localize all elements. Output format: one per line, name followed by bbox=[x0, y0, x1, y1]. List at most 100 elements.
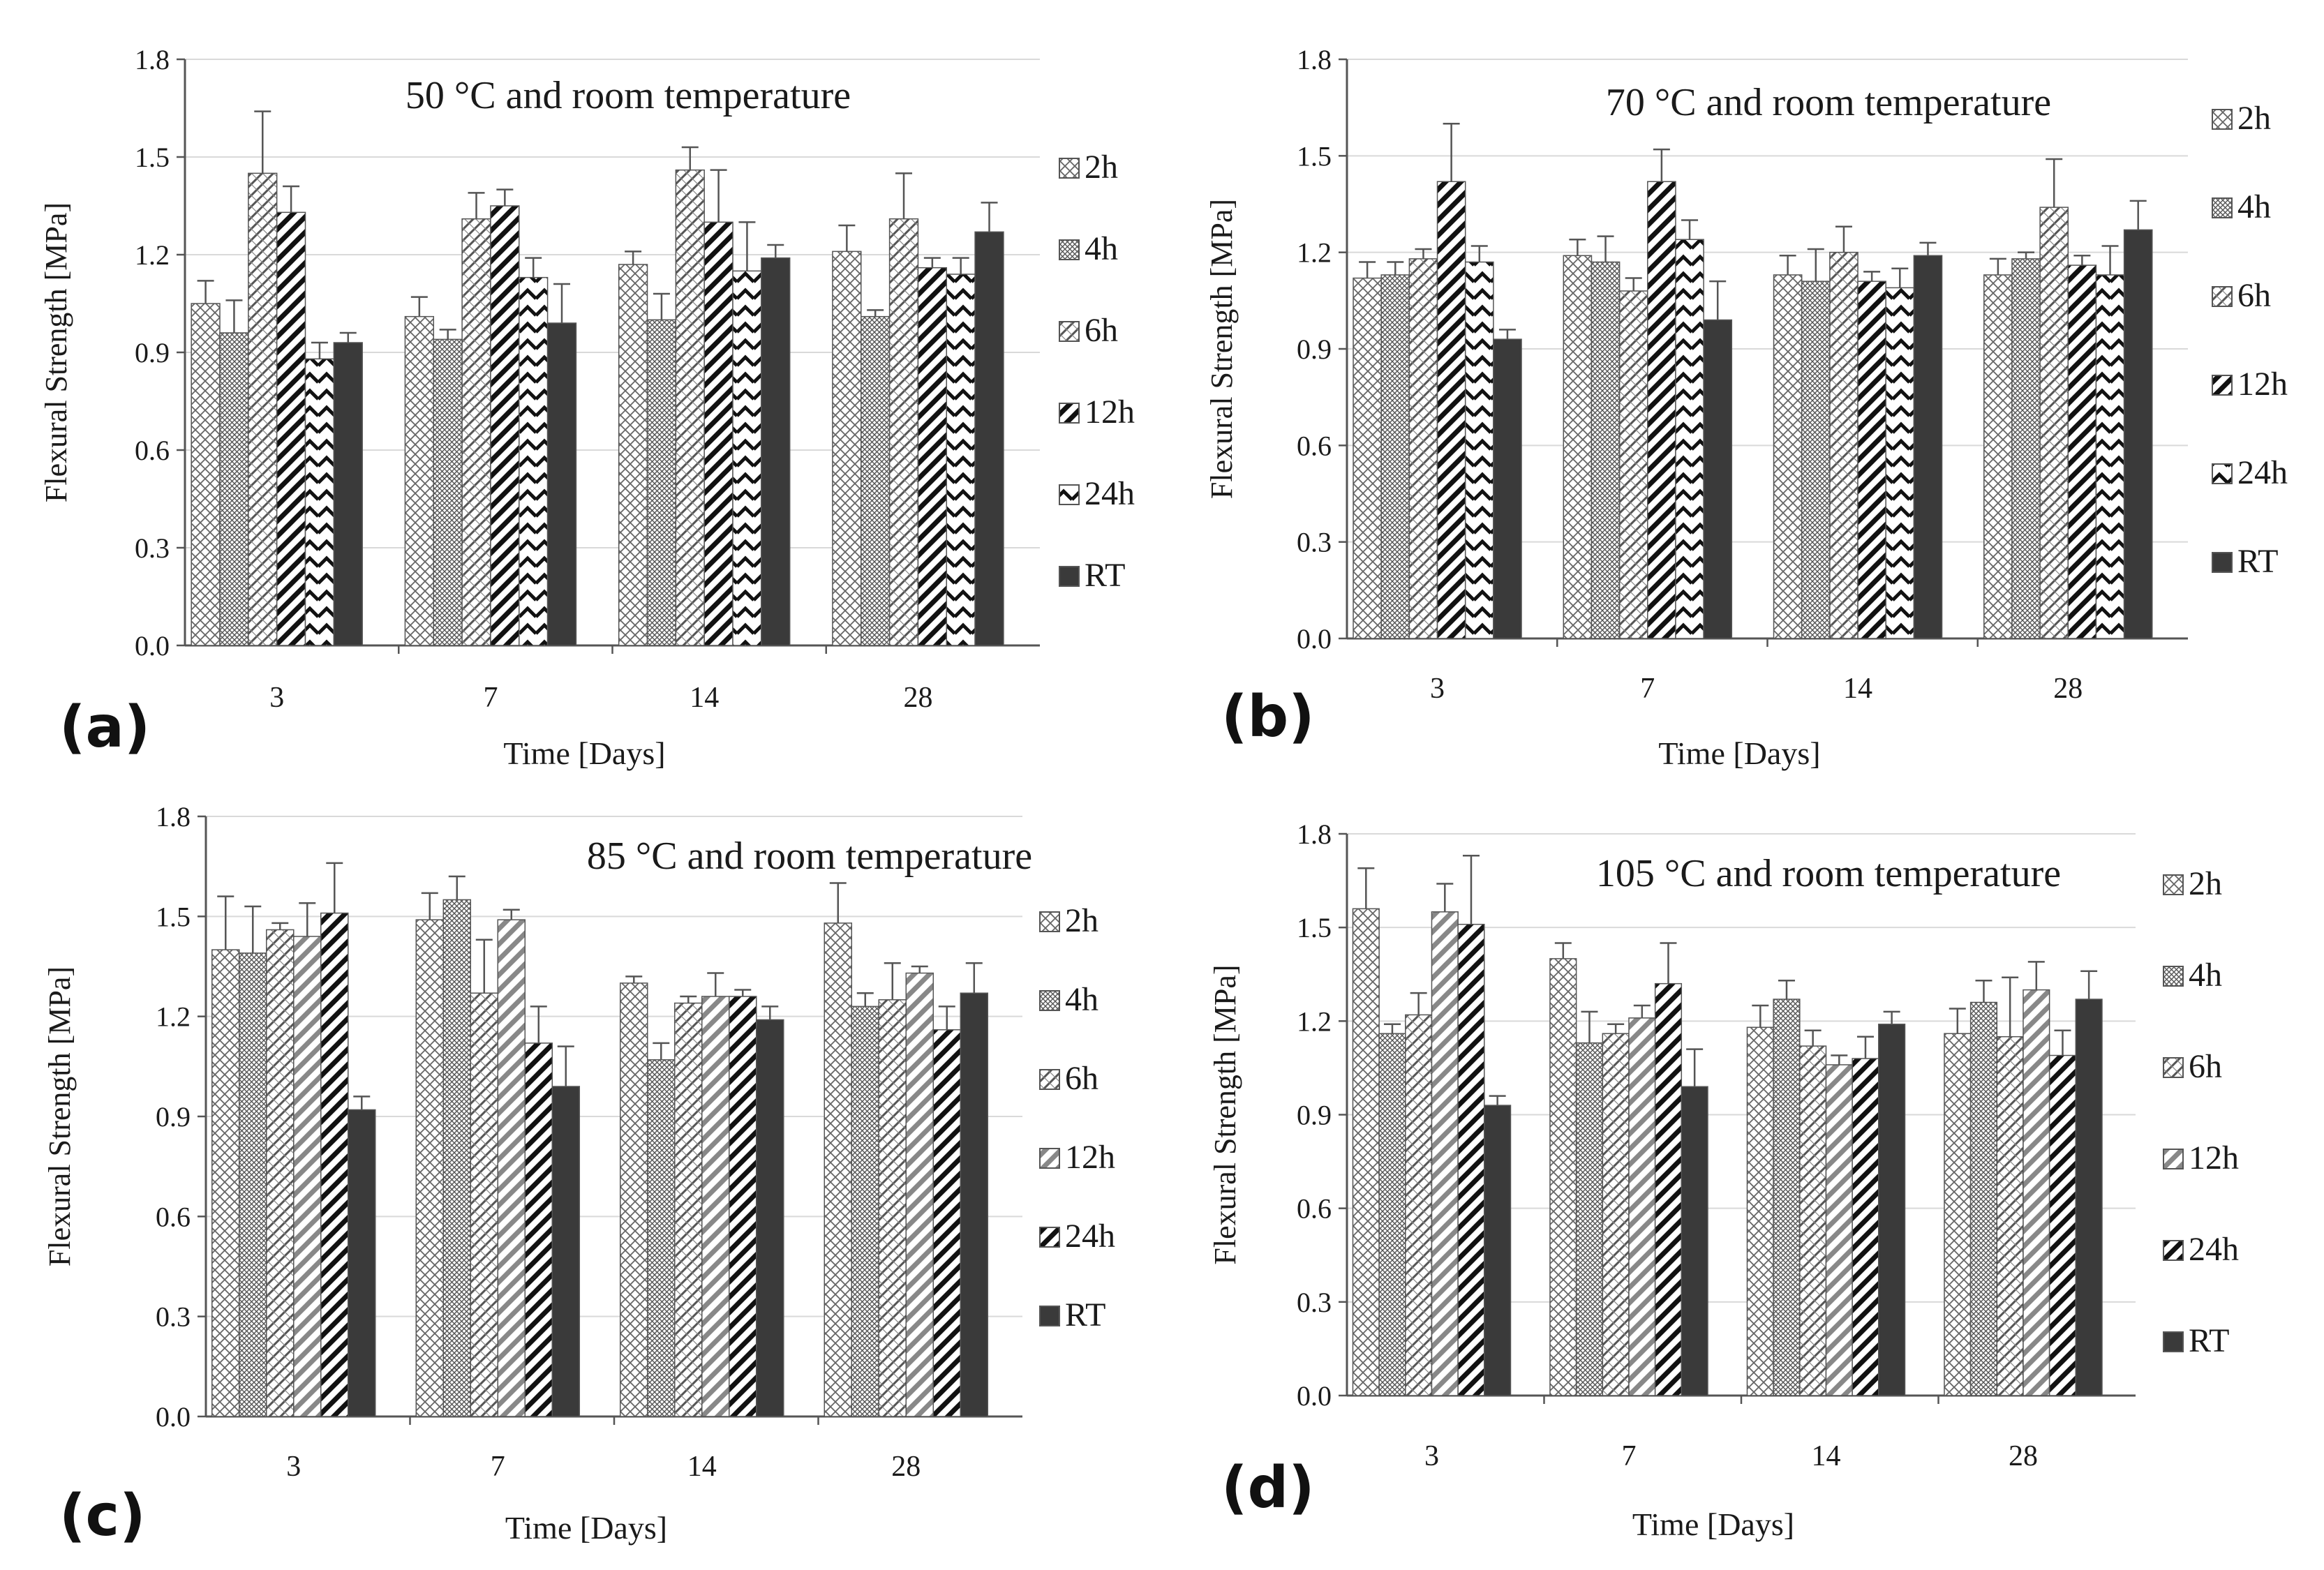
bar-24h-day-14 bbox=[732, 270, 762, 646]
bar-24h-day-28 bbox=[946, 274, 976, 646]
x-tick-label: 28 bbox=[891, 1451, 921, 1483]
y-tick-label: 1.2 bbox=[156, 1001, 191, 1033]
bar-6h-day-14 bbox=[1829, 251, 1859, 639]
bar-RT-day-14 bbox=[1878, 1024, 1906, 1396]
bar-6h-day-7 bbox=[470, 992, 499, 1417]
legend-label-4h: 4h bbox=[1085, 230, 1118, 267]
bar-12h-day-3 bbox=[276, 211, 306, 646]
bar-12h-day-14 bbox=[701, 996, 730, 1417]
bar-24h-day-14 bbox=[729, 996, 757, 1417]
bar-6h-day-7 bbox=[461, 218, 491, 646]
bar-6h-day-3 bbox=[266, 929, 295, 1417]
legend-swatch-2h bbox=[1059, 158, 1080, 179]
y-axis-label: Flexural Strength [MPa] bbox=[1205, 199, 1239, 499]
bar-RT-day-14 bbox=[761, 257, 791, 646]
legend-label-RT: RT bbox=[2189, 1322, 2229, 1359]
x-tick-label: 28 bbox=[903, 682, 932, 714]
bar-4h-day-3 bbox=[1378, 1033, 1406, 1396]
bar-12h-day-28 bbox=[2067, 264, 2097, 639]
x-tick-label: 3 bbox=[269, 682, 284, 714]
bar-24h-day-28 bbox=[2095, 274, 2125, 639]
bar-2h-day-28 bbox=[832, 251, 862, 646]
bar-2h-day-28 bbox=[1983, 274, 2013, 639]
bar-2h-day-7 bbox=[1549, 958, 1577, 1396]
y-tick-label: 1.2 bbox=[1297, 1005, 1332, 1037]
x-axis-label: Time [Days] bbox=[1658, 735, 1820, 771]
bar-RT-day-14 bbox=[1913, 255, 1943, 639]
bar-RT-day-3 bbox=[1484, 1105, 1512, 1396]
x-tick-label: 7 bbox=[491, 1451, 505, 1483]
bar-4h-day-7 bbox=[1575, 1042, 1604, 1396]
bar-12h-day-28 bbox=[905, 972, 934, 1417]
chart-panel-2: 0.0 0.3 0.6 0.9 1.2 1.5 1.8 3 7 14 28 70 °C and roo… bbox=[1205, 44, 2288, 771]
bar-RT-day-7 bbox=[1703, 319, 1733, 639]
bar-12h-day-3 bbox=[1436, 181, 1466, 639]
legend-label-6h: 6h bbox=[2189, 1048, 2222, 1085]
bar-6h-day-14 bbox=[674, 1002, 703, 1417]
legend-swatch-2h bbox=[1039, 911, 1060, 932]
bar-6h-day-28 bbox=[888, 218, 919, 646]
bar-24h-day-3 bbox=[304, 358, 335, 646]
bar-2h-day-28 bbox=[1944, 1033, 1972, 1396]
bar-24h-day-7 bbox=[1654, 982, 1683, 1396]
bar-4h-day-28 bbox=[2011, 258, 2041, 639]
bar-6h-day-28 bbox=[1996, 1036, 2024, 1396]
y-axis-label: Flexural Strength [MPa] bbox=[39, 202, 73, 502]
y-tick-label: 0.6 bbox=[1297, 430, 1332, 461]
legend-label-RT: RT bbox=[1085, 557, 1125, 594]
x-tick-label: 3 bbox=[1424, 1440, 1439, 1472]
bar-RT-day-7 bbox=[1681, 1086, 1708, 1396]
legend-label-12h: 12h bbox=[2189, 1139, 2239, 1176]
bar-12h-day-7 bbox=[497, 919, 526, 1417]
legend-label-12h: 12h bbox=[1065, 1139, 1115, 1176]
legend-swatch-RT bbox=[2163, 1331, 2184, 1352]
bar-24h-day-7 bbox=[1675, 239, 1704, 639]
bar-24h-day-7 bbox=[524, 1042, 553, 1417]
legend-swatch-2h bbox=[2163, 874, 2184, 895]
x-tick-label: 28 bbox=[2009, 1440, 2038, 1472]
legend-swatch-RT bbox=[1059, 566, 1080, 587]
bar-2h-day-7 bbox=[415, 919, 445, 1417]
bar-12h-day-28 bbox=[2023, 989, 2050, 1396]
bar-24h-day-3 bbox=[1457, 923, 1485, 1396]
x-axis-label: Time [Days] bbox=[1632, 1507, 1794, 1542]
bar-12h-day-7 bbox=[1628, 1017, 1656, 1396]
x-tick-label: 7 bbox=[483, 682, 498, 714]
bar-4h-day-14 bbox=[1801, 281, 1831, 639]
legend-swatch-12h bbox=[2212, 375, 2233, 396]
legend-swatch-6h bbox=[1059, 321, 1080, 342]
bar-2h-day-14 bbox=[618, 264, 648, 646]
y-tick-label: 0.3 bbox=[156, 1301, 191, 1333]
legend: 2h 4h 6h 12h 24h RT bbox=[2163, 865, 2239, 1359]
legend-swatch-12h bbox=[1059, 403, 1080, 424]
panel-label: (b) bbox=[1221, 684, 1315, 750]
bar-RT-day-3 bbox=[1493, 338, 1522, 639]
y-tick-label: 1.5 bbox=[156, 901, 191, 932]
bar-2h-day-14 bbox=[1773, 274, 1803, 639]
bar-4h-day-28 bbox=[861, 315, 891, 646]
bar-RT-day-3 bbox=[333, 342, 363, 646]
legend-swatch-4h bbox=[2163, 966, 2184, 987]
y-tick-label: 0.9 bbox=[1297, 1100, 1332, 1131]
x-tick-label: 14 bbox=[1811, 1440, 1840, 1472]
bar-4h-day-3 bbox=[219, 332, 249, 646]
bar-4h-day-7 bbox=[442, 899, 472, 1417]
legend-label-24h: 24h bbox=[2189, 1231, 2239, 1268]
legend-label-2h: 2h bbox=[1065, 902, 1098, 939]
y-tick-label: 1.5 bbox=[1297, 140, 1332, 172]
legend-label-2h: 2h bbox=[2189, 865, 2222, 902]
y-tick-label: 0.0 bbox=[135, 630, 170, 661]
legend-label-RT: RT bbox=[2237, 543, 2278, 580]
legend: 2h 4h 6h 12h 24h RT bbox=[1039, 902, 1115, 1333]
bar-24h-day-28 bbox=[932, 1029, 962, 1417]
bar-RT-day-14 bbox=[756, 1019, 784, 1417]
y-tick-label: 1.8 bbox=[1297, 44, 1332, 75]
legend-swatch-12h bbox=[1039, 1148, 1060, 1169]
legend-label-24h: 24h bbox=[2237, 454, 2288, 491]
bar-2h-day-28 bbox=[824, 922, 853, 1417]
legend-label-2h: 2h bbox=[2237, 100, 2271, 137]
legend-label-6h: 6h bbox=[1085, 312, 1118, 349]
y-tick-label: 0.3 bbox=[135, 532, 170, 564]
legend: 2h 4h 6h 12h 24h RT bbox=[2212, 100, 2288, 580]
